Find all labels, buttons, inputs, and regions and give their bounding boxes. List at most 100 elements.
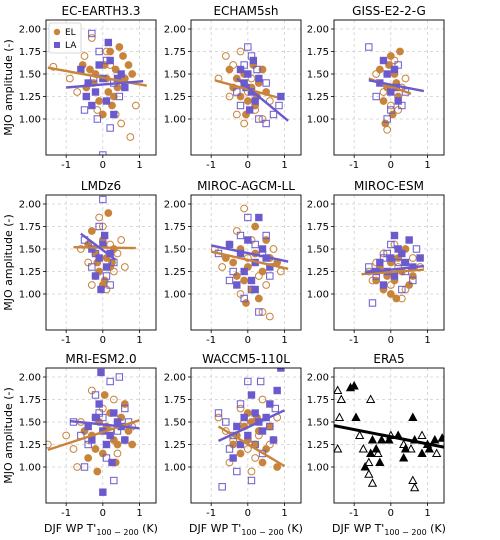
fit-line-el bbox=[73, 246, 136, 250]
point-el-open bbox=[46, 440, 52, 449]
point-el-open bbox=[87, 281, 96, 289]
legend-marker-la bbox=[54, 42, 60, 48]
x-tick-label: 0 bbox=[100, 508, 106, 519]
point-era5-open bbox=[334, 443, 343, 453]
axes-frame bbox=[333, 194, 445, 331]
x-axis-label-main: DJF WP T' bbox=[44, 522, 96, 535]
point-era5-filled bbox=[384, 434, 394, 444]
axes-frame bbox=[190, 367, 302, 504]
point-el-open bbox=[62, 431, 71, 440]
x-axis-label-main: DJF WP T' bbox=[189, 522, 241, 535]
point-era5-filled bbox=[367, 434, 378, 444]
point-el-open bbox=[236, 47, 245, 56]
point-la-open bbox=[95, 47, 103, 56]
x-axis-label-unit: (K) bbox=[284, 522, 303, 535]
point-la-filled bbox=[100, 231, 109, 240]
y-tick-label: 1.25 bbox=[307, 267, 329, 278]
y-tick-label: 2.00 bbox=[19, 200, 41, 211]
point-la-filled bbox=[88, 436, 96, 444]
y-tick-label: 1.50 bbox=[164, 418, 186, 429]
point-la-filled bbox=[244, 236, 252, 244]
x-axis-label-unit: (K) bbox=[427, 522, 446, 535]
point-el-filled bbox=[124, 427, 133, 435]
axes-frame bbox=[190, 19, 302, 156]
point-el-filled bbox=[396, 47, 404, 56]
x-tick-label: 0 bbox=[245, 160, 251, 171]
point-la-filled bbox=[95, 400, 103, 408]
y-tick-label: 2.00 bbox=[164, 200, 186, 211]
y-tick-label: 1.75 bbox=[19, 395, 41, 406]
plot-area bbox=[365, 43, 425, 134]
subplot-title: MRI-ESM2.0 bbox=[65, 352, 136, 366]
point-la-filled bbox=[95, 61, 103, 69]
point-el-filled bbox=[372, 276, 381, 285]
subplot-6: MRI-ESM2.0 -1 0 1 1.00 1.25 1.50 1.75 2.00 bbox=[19, 352, 157, 519]
point-la-filled bbox=[102, 440, 111, 449]
point-el-filled bbox=[242, 299, 250, 307]
point-la-filled bbox=[236, 249, 245, 258]
point-la-filled bbox=[99, 488, 107, 496]
point-el-filled bbox=[84, 454, 93, 462]
point-la-open bbox=[106, 377, 114, 386]
point-la-filled bbox=[401, 258, 410, 267]
point-la-filled bbox=[110, 409, 118, 417]
point-la-filled bbox=[277, 92, 285, 101]
point-era5-filled bbox=[399, 452, 409, 462]
point-la-filled bbox=[249, 56, 258, 65]
y-tick-label: 1.00 bbox=[19, 115, 41, 126]
subplot-1: ECHAM5sh -1 0 1 1.00 1.25 1.50 1.75 2.00 bbox=[164, 4, 302, 171]
x-tick-label: 0 bbox=[245, 335, 251, 346]
point-el-filled bbox=[254, 294, 263, 303]
subplot-title: ECHAM5sh bbox=[213, 4, 278, 18]
y-tick-label: 1.50 bbox=[19, 418, 41, 429]
y-tick-label: 1.50 bbox=[307, 418, 329, 429]
x-tick-label: 1 bbox=[281, 160, 287, 171]
point-la-open bbox=[387, 240, 395, 249]
point-la-filled bbox=[97, 368, 105, 377]
point-la-filled bbox=[245, 106, 254, 114]
point-el-filled bbox=[225, 65, 234, 74]
x-axis-label: DJF WP T'100 − 200 (K) bbox=[44, 522, 158, 537]
point-el-open bbox=[408, 254, 417, 262]
point-era5-filled bbox=[366, 448, 376, 457]
y-tick-label: 1.00 bbox=[307, 115, 329, 126]
point-la-filled bbox=[398, 249, 406, 258]
point-la-open bbox=[247, 476, 256, 485]
point-el-filled bbox=[258, 65, 267, 74]
point-la-filled bbox=[277, 368, 285, 372]
point-la-filled bbox=[233, 281, 241, 289]
point-el-filled bbox=[240, 276, 249, 285]
y-tick-label: 1.50 bbox=[307, 245, 329, 256]
y-tick-label: 1.50 bbox=[19, 245, 41, 256]
point-la-open bbox=[233, 88, 241, 96]
point-el-open bbox=[126, 133, 135, 141]
y-tick-label: 1.00 bbox=[19, 463, 41, 474]
y-tick-label: 1.00 bbox=[164, 115, 186, 126]
point-el-filled bbox=[98, 110, 107, 119]
y-axis-label: MJO amplitude (-) bbox=[2, 214, 15, 311]
point-el-open bbox=[76, 245, 85, 253]
point-la-filled bbox=[91, 88, 100, 96]
point-el-filled bbox=[262, 236, 271, 244]
point-la-open bbox=[236, 101, 245, 110]
point-el-filled bbox=[408, 272, 417, 280]
x-tick-label: 1 bbox=[281, 335, 287, 346]
point-el-open bbox=[221, 52, 230, 60]
y-tick-label: 1.50 bbox=[307, 70, 329, 81]
point-era5-open bbox=[417, 430, 427, 439]
point-el-open bbox=[117, 236, 126, 244]
point-la-filled bbox=[383, 70, 391, 78]
point-era5-filled bbox=[417, 448, 427, 457]
point-el-open bbox=[214, 413, 223, 422]
point-la-open bbox=[233, 467, 241, 476]
x-tick-label: -1 bbox=[61, 335, 71, 346]
axes-frame bbox=[45, 367, 157, 504]
subplot-5: MIROC-ESM -1 0 1 1.00 1.25 1.50 1.75 2.00 bbox=[307, 179, 445, 346]
point-la-filled bbox=[225, 240, 234, 249]
point-la-filled bbox=[247, 391, 256, 399]
point-la-open bbox=[218, 483, 226, 491]
point-el-filled bbox=[93, 467, 102, 476]
point-la-open bbox=[95, 222, 103, 231]
y-tick-label: 2.00 bbox=[307, 25, 329, 36]
